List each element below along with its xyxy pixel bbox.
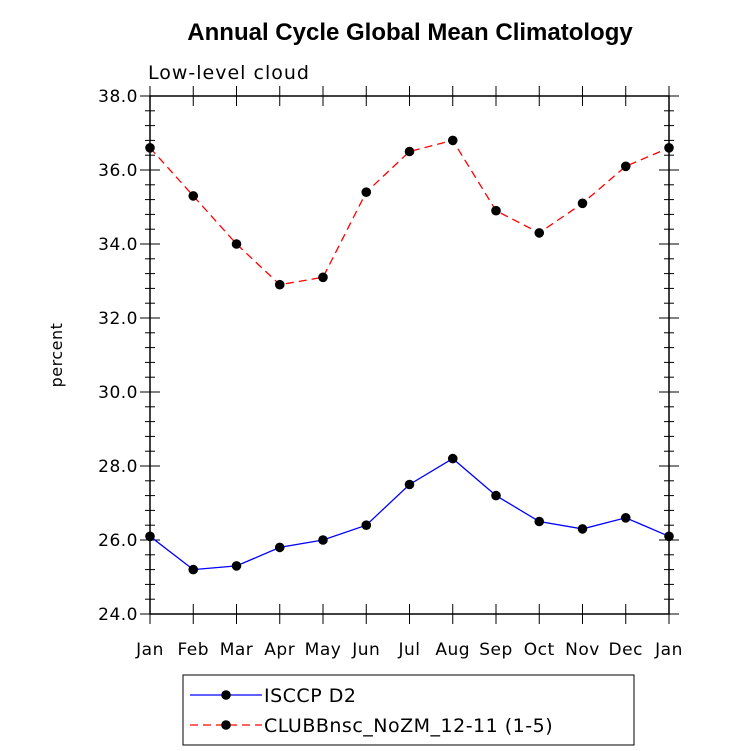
data-point [404,146,415,157]
legend-box [182,674,635,746]
x-tick-label: Jun [351,640,380,660]
x-tick-label: Oct [524,640,555,660]
data-point [447,135,458,146]
series-layer [145,135,674,575]
data-point [447,453,458,464]
y-tick-label: 28.0 [98,457,138,477]
legend-marker [221,690,231,700]
x-tick-label: Jul [397,640,420,660]
legend-item-2: CLUBBnsc_NoZM_12-11 (1-5) [190,715,553,737]
data-point [274,279,285,290]
data-point [534,516,545,527]
data-point [318,272,328,283]
data-point [664,143,674,153]
y-axis-label: percent [47,323,66,388]
x-tick-labels: Jan Feb Mar Apr May Jun Jul Aug Sep Oct Nov Dec Jan [135,640,683,660]
x-tick-label: Aug [435,640,470,660]
data-point [361,187,372,197]
data-point [620,161,631,172]
data-point [577,198,588,209]
chart-title: Annual Cycle Global Mean Climatology [187,19,633,46]
data-point [318,535,328,545]
x-tick-label: Dec [609,640,643,660]
data-point [577,524,588,534]
series-1 [145,453,674,575]
chart-subtitle: Low-level cloud [148,62,310,84]
x-tick-label: Nov [565,640,600,660]
legend: ISCCP D2 CLUBBnsc_NoZM_12-11 (1-5) [182,674,635,746]
data-point [231,239,242,249]
y-tick-label: 32.0 [98,309,138,329]
data-point [145,143,155,153]
data-point [274,542,285,553]
x-tick-label: Sep [479,640,513,660]
data-point [664,531,674,542]
x-tick-label: Mar [220,640,254,660]
x-tick-label: Apr [264,640,295,660]
series-2 [145,135,674,290]
axis-ticks [140,86,679,624]
data-point [491,490,501,501]
data-point [188,191,199,201]
legend-label: CLUBBnsc_NoZM_12-11 (1-5) [264,715,553,737]
data-point [491,205,501,216]
y-tick-label: 30.0 [98,383,138,403]
data-point [231,561,242,571]
legend-item-1: ISCCP D2 [190,685,356,707]
y-tick-label: 34.0 [98,235,138,255]
legend-marker [221,720,231,730]
data-point [188,564,199,575]
x-tick-label: Feb [177,640,209,660]
data-point [620,513,631,523]
data-point [145,531,155,542]
y-tick-label: 26.0 [98,531,138,551]
y-tick-labels: 24.0 26.0 28.0 30.0 32.0 34.0 36.0 38.0 [98,87,138,625]
x-tick-label: Jan [135,640,164,660]
data-point [534,228,545,238]
x-tick-label: May [305,640,342,660]
y-tick-label: 24.0 [98,605,138,625]
x-tick-label: Jan [654,640,683,660]
y-tick-label: 36.0 [98,161,138,181]
series-line [149,139,670,286]
data-point [404,479,415,490]
plot-frame [149,95,670,615]
legend-label: ISCCP D2 [264,685,356,707]
data-point [361,520,372,530]
y-tick-label: 38.0 [98,87,138,107]
series-line [149,457,670,571]
